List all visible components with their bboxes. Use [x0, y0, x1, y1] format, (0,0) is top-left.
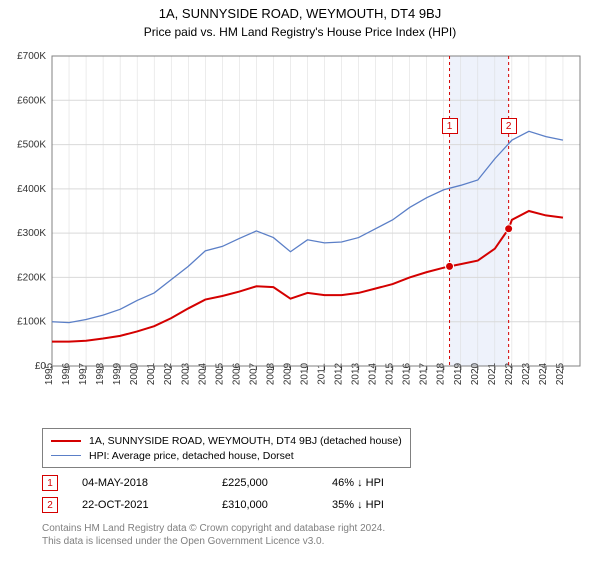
svg-text:£200K: £200K — [17, 272, 46, 283]
event-pct: 35% ↓ HPI — [332, 499, 442, 511]
footnote-line1: Contains HM Land Registry data © Crown c… — [42, 522, 385, 535]
event-marker-2: 2 — [501, 118, 517, 134]
legend-swatch — [51, 455, 81, 456]
page-title: 1A, SUNNYSIDE ROAD, WEYMOUTH, DT4 9BJ — [0, 6, 600, 21]
svg-text:£700K: £700K — [17, 51, 46, 62]
svg-text:£400K: £400K — [17, 184, 46, 195]
footnote-line2: This data is licensed under the Open Gov… — [42, 535, 385, 548]
legend-item: HPI: Average price, detached house, Dors… — [51, 448, 402, 463]
event-table: 1 04-MAY-2018£225,00046% ↓ HPI 2 22-OCT-202… — [42, 472, 442, 516]
event-pct: 46% ↓ HPI — [332, 477, 442, 489]
event-row: 1 04-MAY-2018£225,00046% ↓ HPI — [42, 472, 442, 494]
svg-text:£300K: £300K — [17, 228, 46, 239]
event-number: 2 — [42, 497, 58, 513]
event-price: £225,000 — [222, 477, 332, 489]
event-marker-1: 1 — [442, 118, 458, 134]
legend-label: HPI: Average price, detached house, Dors… — [89, 450, 294, 462]
price-chart: £0£100K£200K£300K£400K£500K£600K£700K199… — [0, 48, 600, 426]
legend-item: 1A, SUNNYSIDE ROAD, WEYMOUTH, DT4 9BJ (d… — [51, 433, 402, 448]
event-date: 22-OCT-2021 — [82, 499, 222, 511]
page-subtitle: Price paid vs. HM Land Registry's House … — [0, 25, 600, 39]
event-date: 04-MAY-2018 — [82, 477, 222, 489]
legend: 1A, SUNNYSIDE ROAD, WEYMOUTH, DT4 9BJ (d… — [42, 428, 411, 468]
svg-text:£100K: £100K — [17, 317, 46, 328]
event-row: 2 22-OCT-2021£310,00035% ↓ HPI — [42, 494, 442, 516]
legend-swatch — [51, 440, 81, 442]
event-price: £310,000 — [222, 499, 332, 511]
chart-svg: £0£100K£200K£300K£400K£500K£600K£700K199… — [0, 48, 600, 426]
svg-text:£600K: £600K — [17, 95, 46, 106]
svg-text:£500K: £500K — [17, 140, 46, 151]
legend-label: 1A, SUNNYSIDE ROAD, WEYMOUTH, DT4 9BJ (d… — [89, 435, 402, 447]
event-number: 1 — [42, 475, 58, 491]
footnote: Contains HM Land Registry data © Crown c… — [42, 522, 385, 548]
